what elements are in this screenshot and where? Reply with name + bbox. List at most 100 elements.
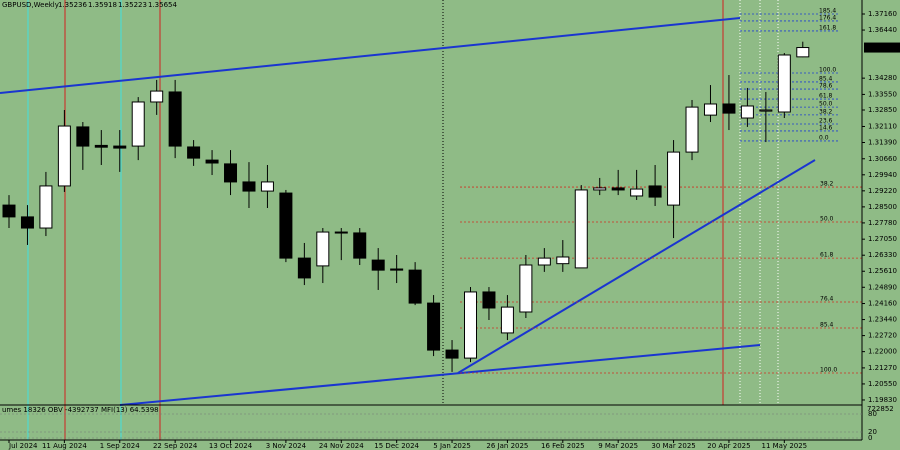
fib-label: 185.4 [819, 8, 836, 15]
candle-body [316, 231, 330, 267]
y-tick-label: 1.34280 [868, 74, 897, 82]
candle-body [353, 232, 367, 259]
candle-body [611, 187, 625, 191]
fib-label: 100.0 [819, 67, 836, 74]
y-tick-label: 1.24160 [868, 300, 897, 308]
candle-body [685, 106, 699, 153]
fib-label: 38.2 [820, 181, 834, 188]
y-tick-label: 1.32110 [868, 122, 897, 130]
candle-body [334, 231, 348, 234]
y-tick-label: 1.27780 [868, 219, 897, 227]
indicator-tick-label: 0 [868, 434, 872, 442]
candle-body [759, 109, 773, 112]
fib-label: 78.6 [819, 83, 833, 90]
fib-label: 76.4 [820, 295, 834, 302]
candle-body [464, 291, 477, 359]
fib-label: 85.4 [819, 75, 833, 82]
candle-body [113, 145, 127, 149]
fib-label: 14.6 [819, 124, 833, 131]
x-tick-label: 20 Apr 2025 [707, 442, 750, 450]
candle-body [242, 181, 256, 192]
x-tick-label: 16 Feb 2025 [541, 442, 585, 450]
candle-body [574, 189, 588, 269]
candle-body [20, 216, 34, 229]
candle-body [740, 105, 754, 119]
y-tick-label: 1.20550 [868, 380, 897, 388]
x-tick-label: Jul 2024 [8, 442, 38, 450]
header-low: 1.35223 [118, 1, 147, 9]
y-tick-label: 1.33550 [868, 90, 897, 98]
symbol: GBPUSD,Weekly [2, 1, 59, 9]
indicator-tick-label: 80 [868, 410, 877, 418]
x-tick-label: 30 Mar 2025 [651, 442, 695, 450]
y-tick-label: 1.29220 [868, 187, 897, 195]
y-tick-label: 1.29940 [868, 171, 897, 179]
candle-body [76, 126, 90, 147]
candle-body [703, 103, 717, 116]
y-tick-label: 1.31390 [868, 139, 897, 147]
x-tick-label: 26 Jan 2025 [486, 442, 528, 450]
trend-lines [0, 17, 816, 406]
x-tick-label: 11 May 2025 [761, 442, 807, 450]
x-tick-label: 22 Sep 2024 [153, 442, 198, 450]
fib-label: 85.4 [820, 322, 834, 329]
fib-label: 161.8 [819, 24, 836, 31]
candle-body [408, 269, 422, 304]
candles [2, 41, 810, 372]
x-tick-label: 3 Nov 2024 [266, 442, 307, 450]
fib-label: 50.0 [819, 101, 833, 108]
candle-body [630, 188, 644, 197]
y-tick-label: 1.25610 [868, 267, 897, 275]
candle-body [187, 146, 201, 159]
x-tick-label: 13 Oct 2024 [209, 442, 253, 450]
fib-label: 50.0 [820, 216, 834, 223]
candle-body [648, 185, 662, 198]
candle-body [297, 257, 311, 279]
x-tick-label: 15 Dec 2024 [374, 442, 419, 450]
candle-body [2, 204, 16, 218]
candle-body [777, 54, 791, 113]
candle-body [150, 90, 164, 103]
y-tick-label: 1.19830 [868, 396, 897, 404]
y-tick-label: 1.24890 [868, 283, 897, 291]
y-tick-label: 1.37160 [868, 10, 897, 18]
fib-label: 176.4 [819, 14, 836, 21]
candle-body [131, 101, 145, 147]
candle-body [500, 306, 514, 334]
fib-label: 61.8 [820, 252, 834, 259]
y-tick-label: 1.36440 [868, 26, 897, 34]
candle-body [94, 144, 108, 148]
candle-body [205, 159, 219, 164]
y-tick-label: 1.23440 [868, 316, 897, 324]
candle-body [224, 163, 238, 183]
y-tick-label: 1.30660 [868, 155, 897, 163]
y-tick-label: 1.27050 [868, 235, 897, 243]
candle-body [260, 181, 274, 192]
candle-body [556, 256, 570, 265]
fib-label: 38.2 [819, 108, 833, 115]
price-box [864, 42, 900, 53]
fib-label: 61.8 [819, 93, 833, 100]
header: GBPUSD,Weekly 1.35236 1.35918 1.35223 1.… [2, 1, 177, 9]
candle-body [279, 192, 293, 259]
x-tick-label: 9 Mar 2025 [598, 442, 638, 450]
candle-body [593, 187, 607, 191]
indicator-scale: 722852 [867, 405, 894, 413]
header-close: 1.35654 [148, 1, 177, 9]
candle-body [482, 291, 496, 309]
candle-body [445, 349, 459, 359]
y-tick-label: 1.22000 [868, 348, 897, 356]
y-tick-label: 1.22720 [868, 332, 897, 340]
y-tick-label: 1.26330 [868, 251, 897, 259]
indicator-tick-label: 20 [868, 428, 877, 436]
candle-body [390, 268, 404, 271]
candle-body [519, 264, 533, 313]
indicator-text: umes 18326 OBV -4392737 MFI(13) 64.5398 [2, 406, 159, 414]
candle-body [537, 257, 551, 266]
y-tick-label: 1.21270 [868, 364, 897, 372]
x-tick-label: 11 Aug 2024 [42, 442, 87, 450]
candle-body [39, 185, 53, 229]
